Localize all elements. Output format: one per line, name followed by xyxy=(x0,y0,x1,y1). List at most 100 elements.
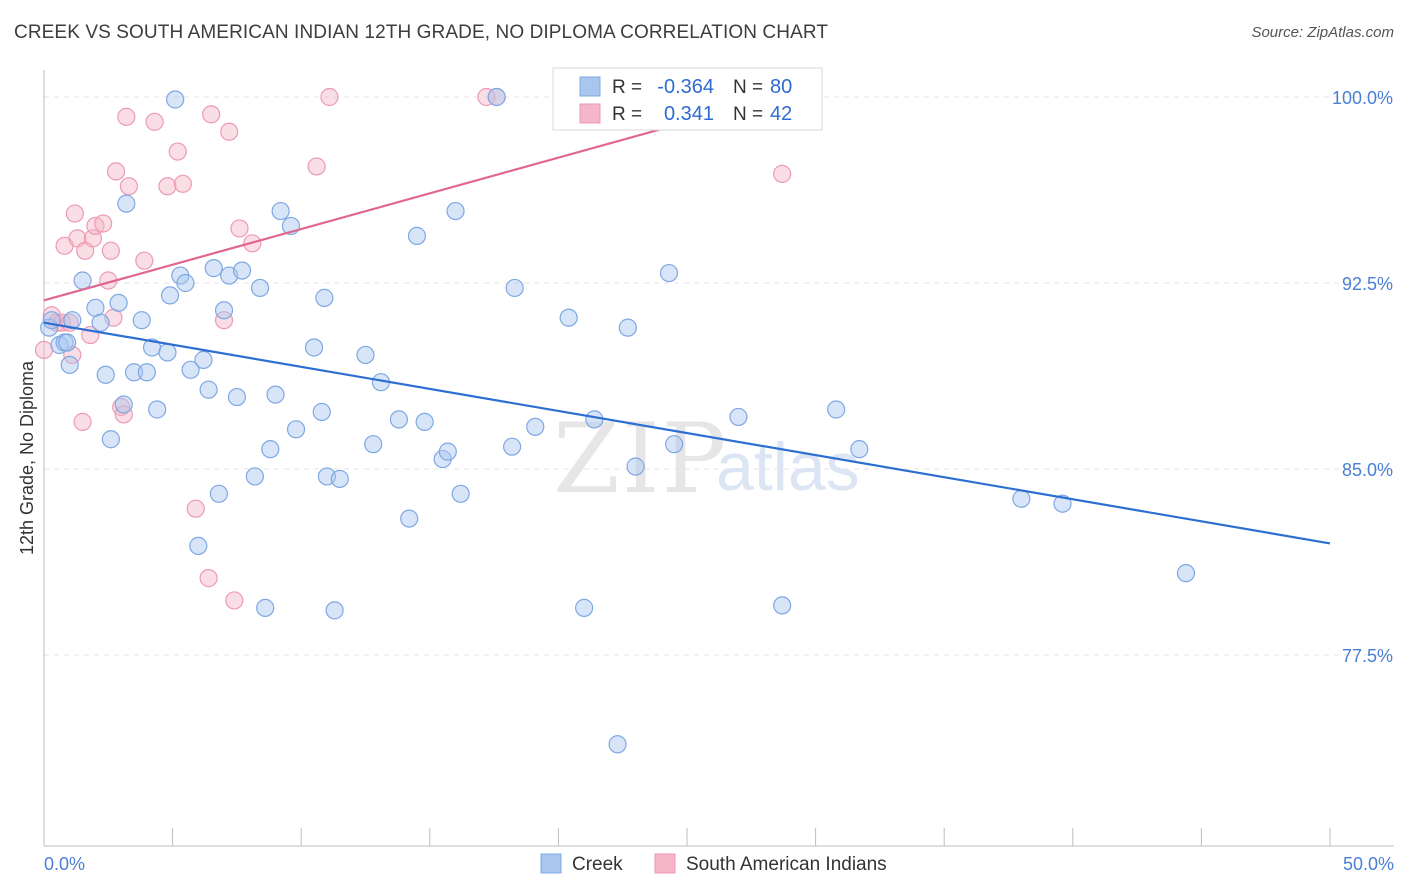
y-tick-label: 92.5% xyxy=(1342,274,1393,294)
creek-point xyxy=(330,469,349,489)
creek-point xyxy=(204,259,223,278)
creek-point xyxy=(286,420,306,439)
creek-point xyxy=(827,400,846,419)
sai-point xyxy=(114,405,133,424)
creek-point xyxy=(446,201,465,221)
legend-n-label-creek: N = xyxy=(733,77,763,98)
legend-n-value-sai: 42 xyxy=(770,103,792,125)
sai-point xyxy=(773,164,792,183)
legend-swatch-sai xyxy=(579,103,601,124)
creek-point xyxy=(199,380,218,399)
creek-point xyxy=(158,343,177,362)
creek-point xyxy=(438,442,457,461)
creek-point xyxy=(850,440,869,459)
bottom-legend-label-sai: South American Indians xyxy=(686,854,887,875)
creek-point xyxy=(166,90,185,109)
y-tick-label: 85.0% xyxy=(1342,460,1393,480)
creek-point xyxy=(729,407,748,427)
sai-point xyxy=(186,499,205,518)
sai-point xyxy=(158,177,177,196)
chart-title: CREEK VS SOUTH AMERICAN INDIAN 12TH GRAD… xyxy=(14,22,829,43)
creek-point xyxy=(271,201,290,221)
sai-point xyxy=(220,122,239,141)
correlation-legend: R = -0.364 N = 80 R = 0.341 N = 42 xyxy=(552,67,823,131)
y-tick-label: 77.5% xyxy=(1342,646,1393,666)
series-legend: Creek South American Indians xyxy=(540,853,887,875)
sai-point xyxy=(214,311,234,330)
x-tick-label-max: 50.0% xyxy=(1343,854,1394,874)
legend-r-label-creek: R = xyxy=(612,77,642,98)
x-axis-ticks xyxy=(43,828,1331,846)
bottom-legend-label-creek: Creek xyxy=(572,854,623,875)
sai-point xyxy=(173,174,192,193)
creek-point xyxy=(181,360,200,379)
series-creek xyxy=(40,87,1196,754)
creek-point xyxy=(227,387,246,407)
creek-point xyxy=(148,400,167,419)
sai-point xyxy=(320,87,339,107)
creek-trend-line xyxy=(43,321,1331,545)
creek-point xyxy=(137,363,156,382)
sai-point xyxy=(199,569,218,588)
sai-point xyxy=(477,87,496,107)
creek-point xyxy=(626,457,645,476)
creek-point xyxy=(400,509,419,528)
creek-point xyxy=(356,345,375,365)
legend-n-label-sai: N = xyxy=(733,104,763,125)
legend-r-value-creek: -0.364 xyxy=(657,76,714,98)
creek-point xyxy=(1012,489,1031,508)
creek-point xyxy=(665,435,684,454)
creek-point xyxy=(245,467,265,486)
creek-point xyxy=(618,318,637,337)
creek-point xyxy=(559,308,578,327)
sai-point xyxy=(135,251,154,270)
sai-point xyxy=(106,162,126,181)
creek-point xyxy=(160,286,180,305)
y-axis-label: 12th Grade, No Diploma xyxy=(17,360,37,555)
creek-point xyxy=(232,261,252,280)
sai-point xyxy=(307,157,326,176)
sai-point xyxy=(145,112,164,131)
creek-point xyxy=(91,313,110,332)
creek-point xyxy=(96,365,115,384)
creek-point xyxy=(487,87,506,107)
creek-point xyxy=(773,596,792,615)
creek-point xyxy=(659,263,679,283)
y-tick-label: 100.0% xyxy=(1332,88,1393,108)
creek-point xyxy=(250,278,270,298)
creek-point xyxy=(266,385,285,404)
sai-point xyxy=(202,105,221,124)
creek-point xyxy=(60,355,79,374)
creek-point xyxy=(503,437,522,456)
creek-point xyxy=(1053,494,1072,513)
legend-r-value-sai: 0.341 xyxy=(664,103,714,125)
sai-trend-line xyxy=(43,95,778,302)
watermark-atlas: atlas xyxy=(716,429,860,505)
sai-point xyxy=(168,142,187,161)
creek-point xyxy=(176,273,195,293)
bottom-legend-swatch-sai xyxy=(654,853,676,874)
creek-point xyxy=(415,412,434,431)
creek-point xyxy=(58,333,77,352)
creek-point xyxy=(505,278,524,298)
sai-point xyxy=(101,241,120,260)
creek-point xyxy=(608,735,627,754)
sai-point xyxy=(34,340,54,360)
creek-point xyxy=(209,484,228,503)
y-tick-labels: 77.5% 85.0% 92.5% 100.0% xyxy=(1332,88,1393,666)
gridlines xyxy=(44,96,1394,656)
creek-point xyxy=(214,301,234,320)
sai-point xyxy=(112,397,131,417)
sai-point xyxy=(94,214,113,233)
sai-point xyxy=(225,591,244,610)
sai-point xyxy=(65,204,84,223)
creek-point xyxy=(312,402,331,422)
creek-point xyxy=(256,598,275,617)
legend-swatch-creek xyxy=(579,76,601,97)
creek-point xyxy=(1176,564,1196,583)
creek-point xyxy=(194,350,213,369)
creek-point xyxy=(575,598,594,617)
legend-n-value-creek: 80 xyxy=(770,76,792,98)
creek-point xyxy=(117,194,136,213)
